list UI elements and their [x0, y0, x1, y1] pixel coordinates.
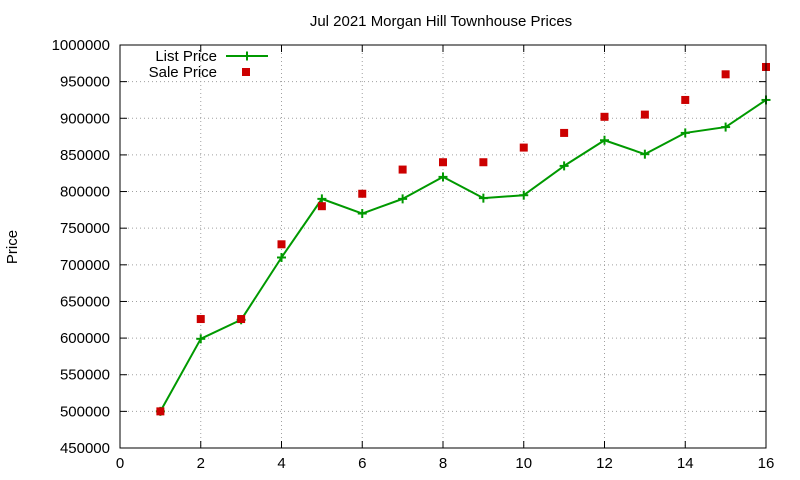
- y-axis-label: Price: [4, 230, 21, 264]
- list-price-point: [478, 193, 488, 203]
- list-price-point: [559, 161, 569, 171]
- list-price-point: [357, 209, 367, 219]
- series-list-price: [155, 95, 771, 416]
- sale-price-point: [479, 158, 488, 167]
- y-tick-label: 850000: [60, 147, 110, 164]
- plot-frame: [119, 44, 767, 449]
- list-price-point: [519, 190, 529, 200]
- x-tick-label: 4: [277, 455, 285, 472]
- sale-price-point: [237, 315, 246, 324]
- sale-price-point: [681, 95, 690, 104]
- x-tick-label: 14: [677, 455, 694, 472]
- y-tick-label: 650000: [60, 293, 110, 310]
- list-price-line: [159, 99, 767, 412]
- sale-price-point: [560, 128, 569, 137]
- list-price-point: [196, 334, 206, 344]
- x-tick-label: 6: [358, 455, 366, 472]
- sale-price-point: [398, 165, 407, 174]
- x-tick-label: 0: [116, 455, 124, 472]
- sale-price-point: [156, 407, 165, 416]
- sale-price-point: [358, 189, 367, 198]
- y-tick-label: 450000: [60, 440, 110, 457]
- sale-price-point: [439, 158, 447, 167]
- list-price-point: [277, 252, 286, 262]
- x-tick-label: 16: [758, 455, 775, 472]
- x-tick-label: 10: [515, 455, 532, 472]
- y-tick-label: 500000: [60, 403, 110, 420]
- legend-plus-marker: [242, 51, 252, 61]
- y-tick-label: 1000000: [52, 37, 110, 54]
- y-tick-label: 800000: [60, 184, 110, 201]
- sale-price-point: [640, 110, 649, 119]
- y-tick-label: 900000: [60, 110, 110, 127]
- y-tick-label: 700000: [60, 257, 110, 274]
- sale-price-point: [317, 202, 326, 211]
- sale-price-point: [600, 112, 609, 121]
- list-price-point: [640, 149, 650, 159]
- sale-price-point: [277, 240, 286, 249]
- y-tick-label: 550000: [60, 367, 110, 384]
- grid: [120, 45, 766, 448]
- sale-price-point: [196, 315, 205, 324]
- list-price-point: [721, 122, 731, 132]
- list-price-point: [680, 128, 690, 138]
- y-tick-label: 950000: [60, 74, 110, 91]
- legend-label: List Price: [155, 48, 217, 65]
- chart-title: Jul 2021 Morgan Hill Townhouse Prices: [310, 13, 572, 30]
- data-series: [155, 62, 771, 416]
- list-price-point: [438, 172, 448, 182]
- axis-ticks: 450000 500000 550000 600000 650000 700000 7500…: [52, 37, 775, 472]
- y-tick-label: 750000: [60, 220, 110, 237]
- y-tick-label: 600000: [60, 330, 110, 347]
- x-tick-label: 2: [197, 455, 205, 472]
- x-tick-label: 8: [439, 455, 447, 472]
- list-price-point: [398, 194, 408, 204]
- list-price-point: [317, 194, 327, 204]
- legend-square-marker: [242, 68, 250, 76]
- sale-price-point: [519, 143, 528, 152]
- list-price-point: [600, 135, 609, 145]
- sale-price-point: [721, 70, 730, 79]
- x-tick-label: 12: [596, 455, 613, 472]
- legend-label: Sale Price: [149, 64, 217, 81]
- series-sale-price: [156, 62, 770, 416]
